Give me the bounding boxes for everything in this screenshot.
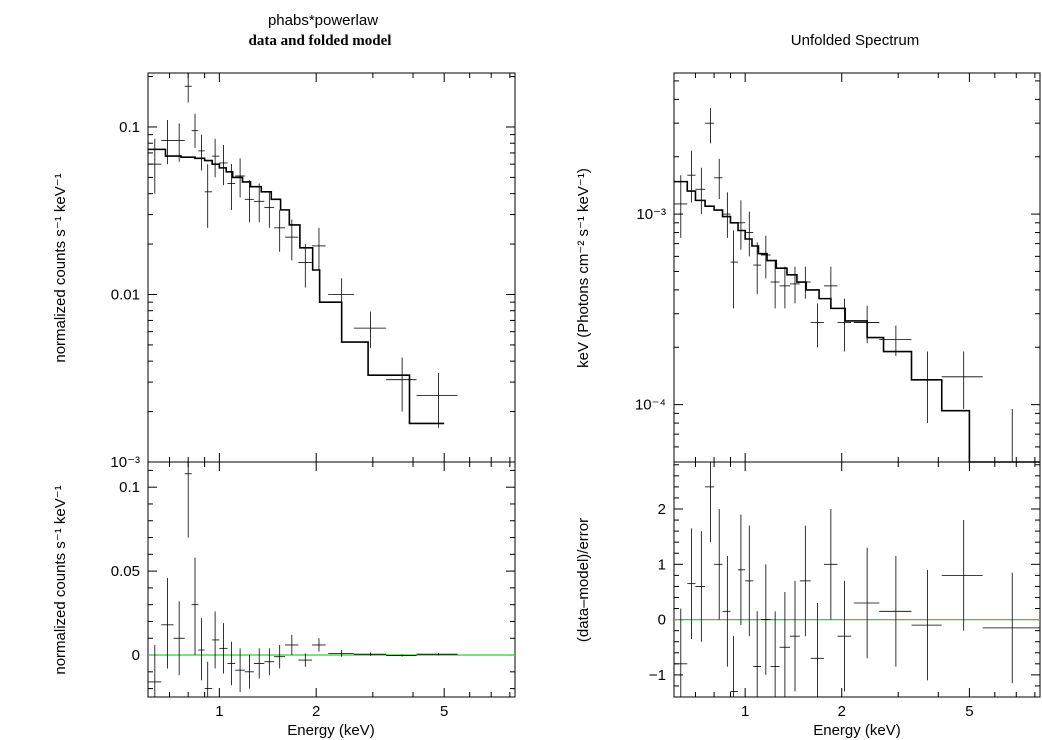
left-bottom-ylabel: normalized counts s⁻¹ keV⁻¹ (52, 485, 69, 674)
x-tick-label: 1 (215, 703, 223, 720)
right-top-panel: 10⁻³ 10⁻⁴ (635, 72, 1041, 463)
left-top-panel: 0.1 0.01 10⁻³ (110, 72, 516, 471)
y-tick-label: 2 (658, 501, 666, 518)
plot-panels: 0.1 0.01 10⁻³ 1 2 5 0.1 0.05 0 10⁻³ 10⁻⁴ 1 2 5 2 1 0 −1 (110, 72, 1041, 720)
x-tick-label: 2 (312, 703, 320, 720)
x-tick-label: 5 (965, 703, 973, 720)
y-tick-label: 0.1 (119, 119, 140, 136)
left-title-model: phabs*powerlaw (268, 12, 378, 29)
panel-frame (147, 461, 516, 698)
x-tick-label: 1 (741, 703, 749, 720)
left-xlabel: Energy (keV) (287, 722, 375, 739)
y-tick-label: 0 (658, 612, 666, 629)
model-step-line (674, 180, 1040, 463)
right-bottom-ylabel: (data–model)/error (575, 518, 592, 642)
right-bottom-panel: 1 2 5 2 1 0 −1 (649, 461, 1041, 720)
panel-frame (673, 72, 1041, 463)
y-tick-label: 0.1 (119, 479, 140, 496)
left-bottom-panel: 1 2 5 0.1 0.05 0 (111, 461, 516, 720)
y-tick-label: 0 (132, 647, 140, 664)
model-step-line (148, 148, 445, 425)
y-tick-label: 0.05 (111, 563, 140, 580)
left-title-subtitle: data and folded model (249, 33, 392, 49)
x-tick-label: 5 (440, 703, 448, 720)
x-tick-label: 2 (838, 703, 846, 720)
left-top-ylabel: normalized counts s⁻¹ keV⁻¹ (52, 173, 69, 362)
y-tick-label: 0.01 (111, 286, 140, 303)
right-top-ylabel: keV (Photons cm⁻² s⁻¹ keV⁻¹) (575, 168, 592, 368)
y-tick-label: 10⁻⁴ (635, 397, 666, 414)
y-tick-label: 1 (658, 556, 666, 573)
right-xlabel: Energy (keV) (813, 722, 901, 739)
y-tick-label: 10⁻³ (110, 454, 140, 471)
panel-frame (147, 72, 516, 463)
y-tick-label: 10⁻³ (636, 206, 666, 223)
y-tick-label: −1 (649, 667, 666, 684)
panel-frame (673, 461, 1041, 698)
right-title: Unfolded Spectrum (791, 32, 919, 49)
